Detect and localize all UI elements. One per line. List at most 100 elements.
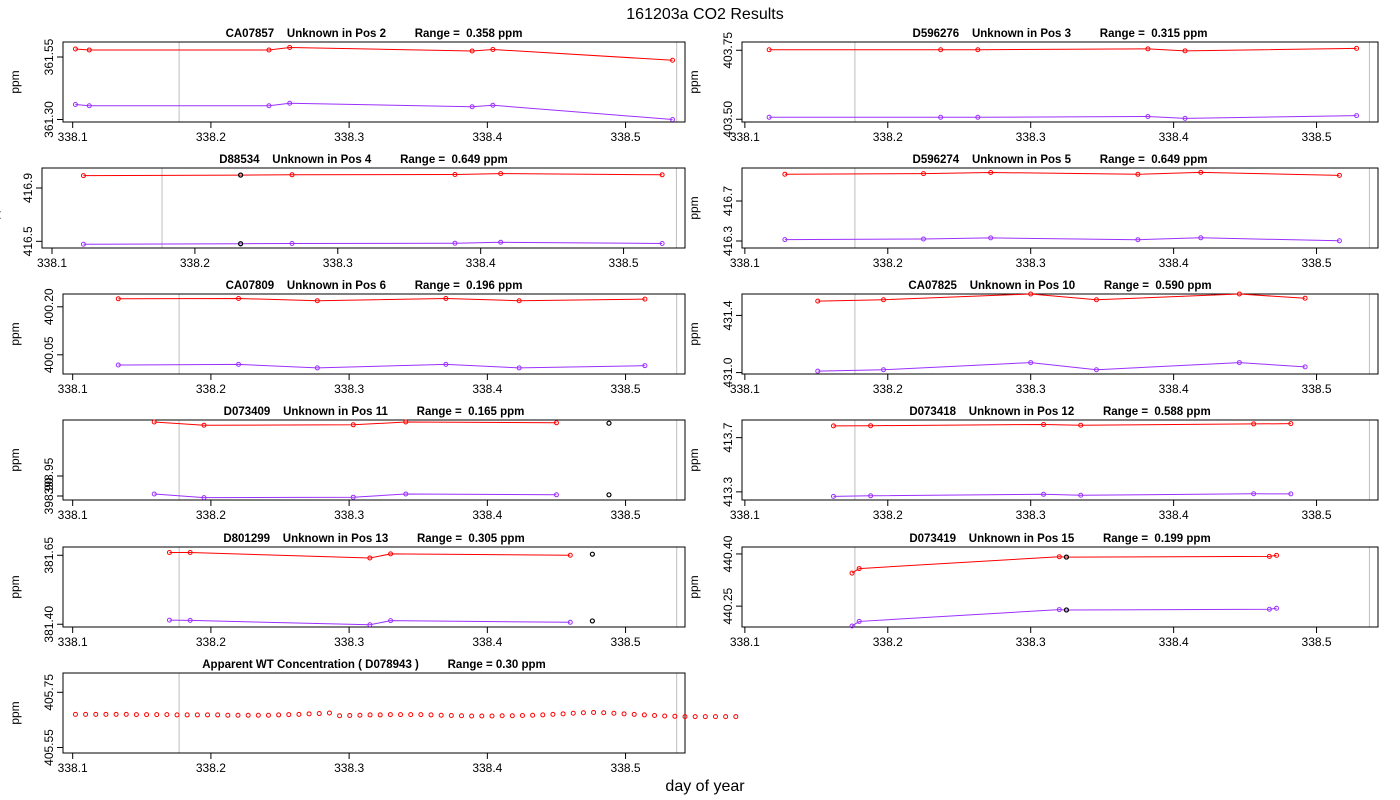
data-point-upper: [938, 47, 944, 53]
panel-title: CA07825 Unknown in Pos 10 Range = 0.590 …: [908, 280, 1211, 292]
x-tick-label: 338.4: [1159, 635, 1189, 649]
panel-9: D801299 Unknown in Pos 13 Range = 0.305 …: [8, 533, 686, 649]
y-axis-label: ppm: [8, 701, 22, 724]
data-point-wt: [682, 714, 688, 720]
data-point-lower: [443, 361, 449, 367]
data-point-upper: [766, 47, 772, 53]
data-point-wt: [387, 712, 393, 718]
data-point-upper: [815, 298, 821, 304]
panel-title: CA07809 Unknown in Pos 6 Range = 0.196 p…: [226, 280, 523, 292]
y-axis-label: ppm: [8, 448, 22, 471]
y-tick-label: 413.3: [721, 477, 735, 507]
y-tick-label: 400.05: [42, 336, 56, 373]
data-point-upper: [289, 172, 295, 178]
data-point-wt: [235, 712, 241, 718]
series-line-upper: [83, 173, 663, 177]
data-point-wt: [174, 712, 180, 718]
data-point-upper: [1236, 291, 1242, 297]
data-point-lower: [236, 361, 242, 367]
data-point-upper: [201, 422, 207, 428]
y-tick-label: 431.4: [721, 300, 735, 330]
x-tick-label: 338.4: [1159, 130, 1189, 144]
x-tick-label: 338.4: [472, 130, 502, 144]
series-line-lower: [851, 607, 1277, 627]
data-point-upper: [1056, 554, 1062, 560]
panel-2: D596276 Unknown in Pos 3 Range = 0.315 p…: [687, 28, 1379, 144]
data-point-upper: [975, 47, 981, 53]
data-point-wt: [672, 713, 678, 719]
x-tick-label: 338.2: [196, 382, 226, 396]
x-tick-label: 338.2: [873, 508, 903, 522]
data-point-wt: [652, 712, 658, 718]
data-point-upper: [830, 423, 836, 429]
series-line-lower: [83, 241, 663, 245]
data-point-wt: [499, 713, 505, 719]
data-point-upper: [1041, 421, 1047, 427]
plot-frame: [741, 41, 1379, 123]
data-point-wt: [215, 712, 221, 718]
y-tick-label: 398.95: [42, 457, 56, 494]
x-tick-label: 338.3: [1016, 508, 1046, 522]
panel-4: D596274 Unknown in Pos 5 Range = 0.649 p…: [687, 154, 1379, 270]
x-tick-label: 338.1: [730, 382, 760, 396]
x-tick-label: 338.3: [1016, 382, 1046, 396]
data-point-upper: [80, 173, 86, 179]
data-point-wt: [560, 711, 566, 717]
panel-6: CA07825 Unknown in Pos 10 Range = 0.590 …: [687, 280, 1379, 396]
flagged-point: [606, 492, 612, 498]
x-tick-label: 338.5: [611, 761, 641, 775]
data-point-upper: [868, 423, 874, 429]
data-point-upper: [1266, 553, 1272, 559]
data-point-upper: [1198, 169, 1204, 175]
data-point-wt: [418, 712, 424, 718]
data-point-wt: [469, 713, 475, 719]
data-point-upper: [659, 172, 665, 178]
data-point-lower: [516, 365, 522, 371]
data-point-upper: [403, 419, 409, 425]
data-point-lower: [766, 114, 772, 120]
data-point-wt: [702, 714, 708, 720]
x-tick-label: 338.3: [323, 256, 353, 270]
y-tick-label: 361.30: [42, 101, 56, 138]
data-point-lower: [452, 240, 458, 246]
data-point-wt: [225, 712, 231, 718]
data-point-upper: [469, 48, 475, 54]
data-point-upper: [1145, 46, 1151, 52]
flagged-point: [589, 618, 595, 624]
plot-frame: [741, 167, 1379, 249]
panel-7: D073409 Unknown in Pos 11 Range = 0.165 …: [8, 406, 686, 522]
data-point-lower: [567, 619, 573, 625]
x-tick-label: 338.3: [334, 382, 364, 396]
series-line-upper: [784, 171, 1340, 176]
x-tick-label: 338.5: [1302, 130, 1332, 144]
data-point-upper: [314, 298, 320, 304]
data-point-lower: [403, 491, 409, 497]
panel-8: D073418 Unknown in Pos 12 Range = 0.588 …: [687, 406, 1379, 522]
data-point-wt: [164, 712, 170, 718]
data-point-lower: [642, 363, 648, 369]
data-point-lower: [815, 368, 821, 374]
data-point-wt: [347, 712, 353, 718]
data-point-wt: [286, 712, 292, 718]
y-axis-label: ppm: [0, 196, 1, 219]
series-line-lower: [769, 115, 1357, 119]
data-point-wt: [662, 713, 668, 719]
data-point-lower: [880, 367, 886, 373]
x-tick-label: 338.5: [609, 256, 639, 270]
panel-5: CA07809 Unknown in Pos 6 Range = 0.196 p…: [8, 280, 686, 396]
data-point-wt: [519, 712, 525, 718]
data-point-wt: [458, 713, 464, 719]
data-point-upper: [642, 296, 648, 302]
x-tick-label: 338.1: [730, 635, 760, 649]
y-axis-label: ppm: [687, 575, 701, 598]
data-point-lower: [1274, 605, 1280, 611]
data-point-lower: [287, 100, 293, 106]
data-point-upper: [1135, 171, 1141, 177]
x-tick-label: 338.4: [1159, 508, 1189, 522]
y-tick-label: 398.90: [42, 477, 56, 514]
data-point-lower: [988, 235, 994, 241]
data-point-wt: [692, 714, 698, 720]
x-tick-label: 338.2: [196, 761, 226, 775]
x-tick-label: 338.3: [334, 508, 364, 522]
data-point-wt: [337, 713, 343, 719]
